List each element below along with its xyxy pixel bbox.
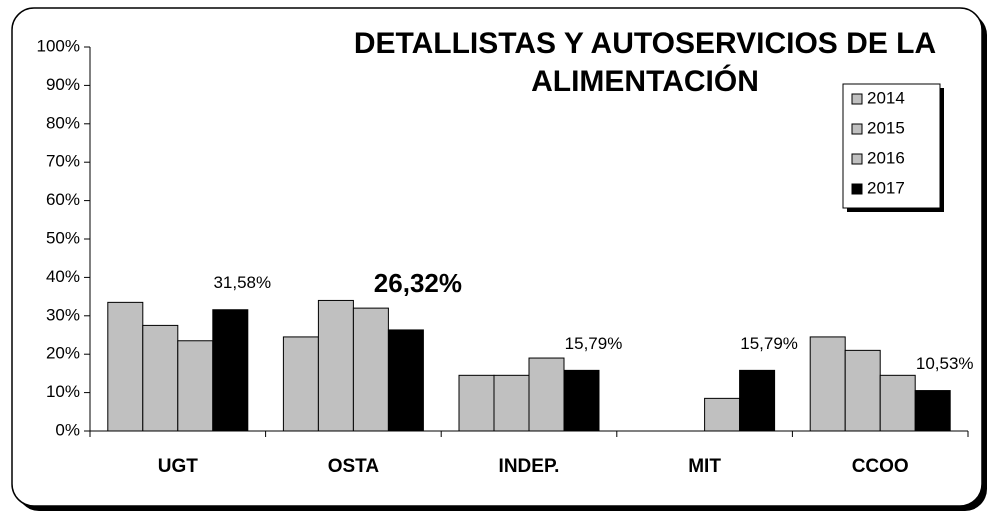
data-label: 31,58% — [213, 273, 271, 292]
bar — [914, 390, 951, 432]
y-tick-label: 70% — [46, 152, 80, 171]
chart-title: DETALLISTAS Y AUTOSERVICIOS DE LA — [354, 27, 936, 60]
y-tick-label: 100% — [37, 36, 80, 55]
bar — [177, 340, 214, 432]
data-label: 26,32% — [374, 268, 462, 298]
y-tick-label: 60% — [46, 190, 80, 209]
bar — [142, 324, 179, 432]
legend-swatch — [851, 183, 863, 195]
y-tick-label: 30% — [46, 305, 80, 324]
data-label: 10,53% — [916, 354, 974, 373]
y-tick-label: 0% — [55, 420, 80, 439]
y-tick-label: 40% — [46, 267, 80, 286]
legend-label: 2017 — [867, 178, 905, 197]
bar — [739, 369, 776, 432]
legend-swatch — [851, 93, 863, 105]
bar — [107, 301, 144, 432]
x-tick-label: UGT — [158, 456, 199, 477]
legend-swatch — [851, 153, 863, 165]
bar — [387, 329, 424, 432]
bar — [317, 299, 354, 432]
bar — [528, 357, 565, 432]
data-label: 15,79% — [565, 334, 623, 353]
bar — [563, 369, 600, 432]
y-tick-label: 90% — [46, 75, 80, 94]
bar — [282, 336, 319, 432]
bar — [704, 397, 741, 432]
x-tick-label: OSTA — [328, 456, 380, 477]
bar — [458, 374, 495, 432]
bar — [879, 374, 916, 432]
x-tick-label: MIT — [688, 456, 721, 477]
bar — [809, 336, 846, 432]
data-label: 15,79% — [740, 334, 798, 353]
y-tick-label: 10% — [46, 382, 80, 401]
legend-label: 2014 — [867, 88, 905, 107]
x-tick-label: CCOO — [852, 456, 909, 477]
bar — [352, 307, 389, 432]
y-tick-label: 20% — [46, 344, 80, 363]
bar — [212, 309, 249, 432]
bar — [844, 349, 881, 432]
y-tick-label: 50% — [46, 228, 80, 247]
bar — [493, 374, 530, 432]
legend-label: 2016 — [867, 148, 905, 167]
legend-swatch — [851, 123, 863, 135]
chart-title: ALIMENTACIÓN — [531, 64, 759, 98]
legend-label: 2015 — [867, 118, 905, 137]
y-tick-label: 80% — [46, 113, 80, 132]
x-tick-label: INDEP. — [499, 456, 560, 477]
